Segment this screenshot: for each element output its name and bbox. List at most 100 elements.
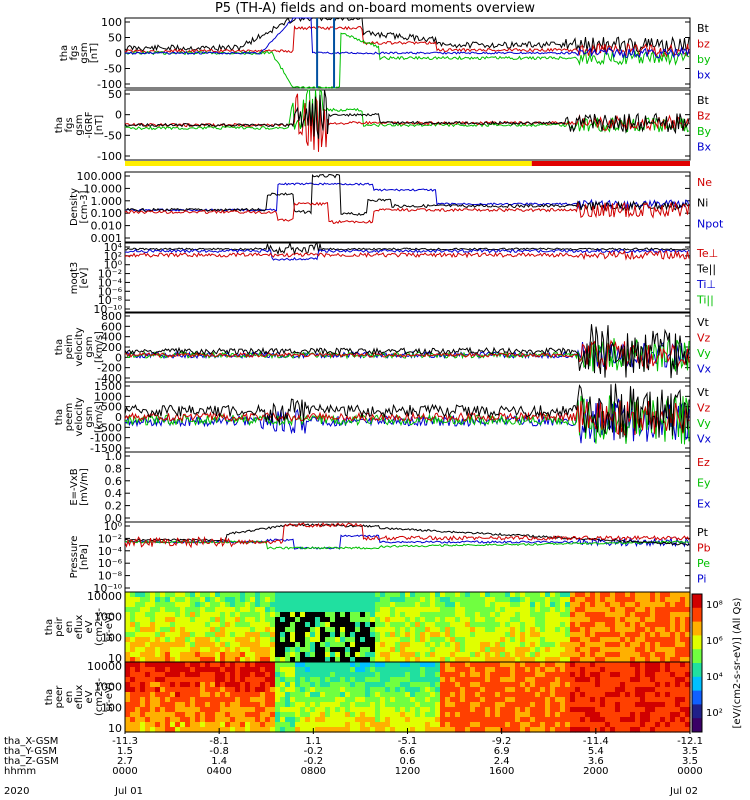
spectrogram-cell	[615, 602, 621, 608]
spectrogram-cell	[315, 622, 321, 628]
spectrogram-cell	[415, 697, 421, 703]
spectrogram-cell	[175, 662, 181, 668]
spectrogram-cell	[300, 607, 306, 613]
spectrogram-cell	[130, 627, 136, 633]
spectrogram-cell	[265, 627, 271, 633]
spectrogram-cell	[460, 722, 466, 728]
spectrogram-cell	[600, 652, 606, 658]
spectrogram-cell	[320, 597, 326, 603]
spectrogram-cell	[325, 652, 331, 658]
spectrogram-cell	[180, 677, 186, 683]
spectrogram-cell	[675, 637, 681, 643]
spectrogram-cell	[350, 622, 356, 628]
spectrogram-cell	[215, 722, 221, 728]
spectrogram-cell	[620, 622, 626, 628]
spectrogram-cell	[340, 607, 346, 613]
series-temp-Tell	[124, 241, 690, 256]
spectrogram-cell	[575, 712, 581, 718]
spectrogram-cell	[235, 727, 241, 733]
spectrogram-cell	[380, 687, 386, 693]
spectrogram-cell	[190, 707, 196, 713]
panel-frame-temp	[124, 242, 691, 314]
spectrogram-cell	[235, 722, 241, 728]
spectrogram-cell	[365, 632, 371, 638]
spectrogram-cell	[310, 717, 316, 723]
spectrogram-cell	[310, 697, 316, 703]
spectrogram-cell	[620, 642, 626, 648]
spectrogram-cell	[640, 657, 646, 663]
ytick-label-density: 0.001	[91, 232, 123, 245]
spectrogram-cell	[595, 597, 601, 603]
spectrogram-cell	[560, 677, 566, 683]
spectrogram-cell	[365, 602, 371, 608]
spectrogram-cell	[125, 617, 131, 623]
legend-peem-Vt: Vt	[697, 386, 710, 399]
spectrogram-cell	[385, 612, 391, 618]
spectrogram-cell	[480, 607, 486, 613]
spectrogram-cell	[635, 617, 641, 623]
spectrogram-cell	[420, 667, 426, 673]
spectrogram-cell	[150, 677, 156, 683]
spectrogram-cell	[415, 687, 421, 693]
spectrogram-cell	[330, 682, 336, 688]
spectrogram-cell	[265, 702, 271, 708]
spectrogram-cell	[270, 707, 276, 713]
spectrogram-cell	[160, 672, 166, 678]
spectrogram-cell	[175, 592, 181, 598]
spectrogram-cell	[380, 662, 386, 668]
spectrogram-cell	[595, 707, 601, 713]
spectrogram-cell	[360, 592, 366, 598]
spectrogram-cell	[480, 702, 486, 708]
spectrogram-cell	[350, 687, 356, 693]
spectrogram-cell	[220, 697, 226, 703]
spectrogram-cell	[215, 652, 221, 658]
spectrogram-cell	[665, 677, 671, 683]
spectrogram-cell	[250, 642, 256, 648]
spectrogram-cell	[440, 657, 446, 663]
spectrogram-cell	[345, 602, 351, 608]
spectrogram-cell	[540, 637, 546, 643]
spectrogram-cell	[625, 647, 631, 653]
spectrogram-cell	[430, 687, 436, 693]
spectrogram-cell	[125, 727, 131, 733]
spectrogram-cell	[645, 592, 651, 598]
spectrogram-cell	[175, 682, 181, 688]
spectrogram-cell	[320, 677, 326, 683]
spectrogram-cell	[220, 712, 226, 718]
ylabel-peim: [km/s]	[94, 331, 105, 363]
spectrogram-cell	[635, 667, 641, 673]
spectrogram-cell	[620, 717, 626, 723]
spectrogram-cell	[125, 707, 131, 713]
spectrogram-cell	[600, 687, 606, 693]
spectrogram-cell	[680, 672, 686, 678]
spectrogram-cell	[565, 667, 571, 673]
spectrogram-cell	[675, 592, 681, 598]
spectrogram-cell	[685, 652, 691, 658]
spectrogram-cell	[450, 687, 456, 693]
spectrogram-cell	[270, 627, 276, 633]
spectrogram-cell	[260, 707, 266, 713]
ephemeris-value: 0000	[112, 766, 137, 777]
spectrogram-cell	[355, 677, 361, 683]
spectrogram-cell	[140, 702, 146, 708]
spectrogram-cell	[130, 647, 136, 653]
spectrogram-cell	[595, 667, 601, 673]
spectrogram-cell	[535, 592, 541, 598]
spectrogram-cell	[610, 707, 616, 713]
spectrogram-cell	[660, 727, 666, 733]
spectrogram-cell	[345, 682, 351, 688]
spectrogram-cell	[670, 667, 676, 673]
spectrogram-cell	[300, 617, 306, 623]
spectrogram-cell	[555, 722, 561, 728]
spectrogram-cell	[565, 682, 571, 688]
spectrogram-cell	[525, 687, 531, 693]
spectrogram-cell	[195, 697, 201, 703]
spectrogram-cell	[150, 632, 156, 638]
spectrogram-cell	[160, 622, 166, 628]
spectrogram-cell	[655, 602, 661, 608]
spectrogram-cell	[500, 642, 506, 648]
spectrogram-cell	[320, 612, 326, 618]
spectrogram-cell	[480, 612, 486, 618]
spectrogram-cell	[425, 722, 431, 728]
spectrogram-cell	[535, 672, 541, 678]
